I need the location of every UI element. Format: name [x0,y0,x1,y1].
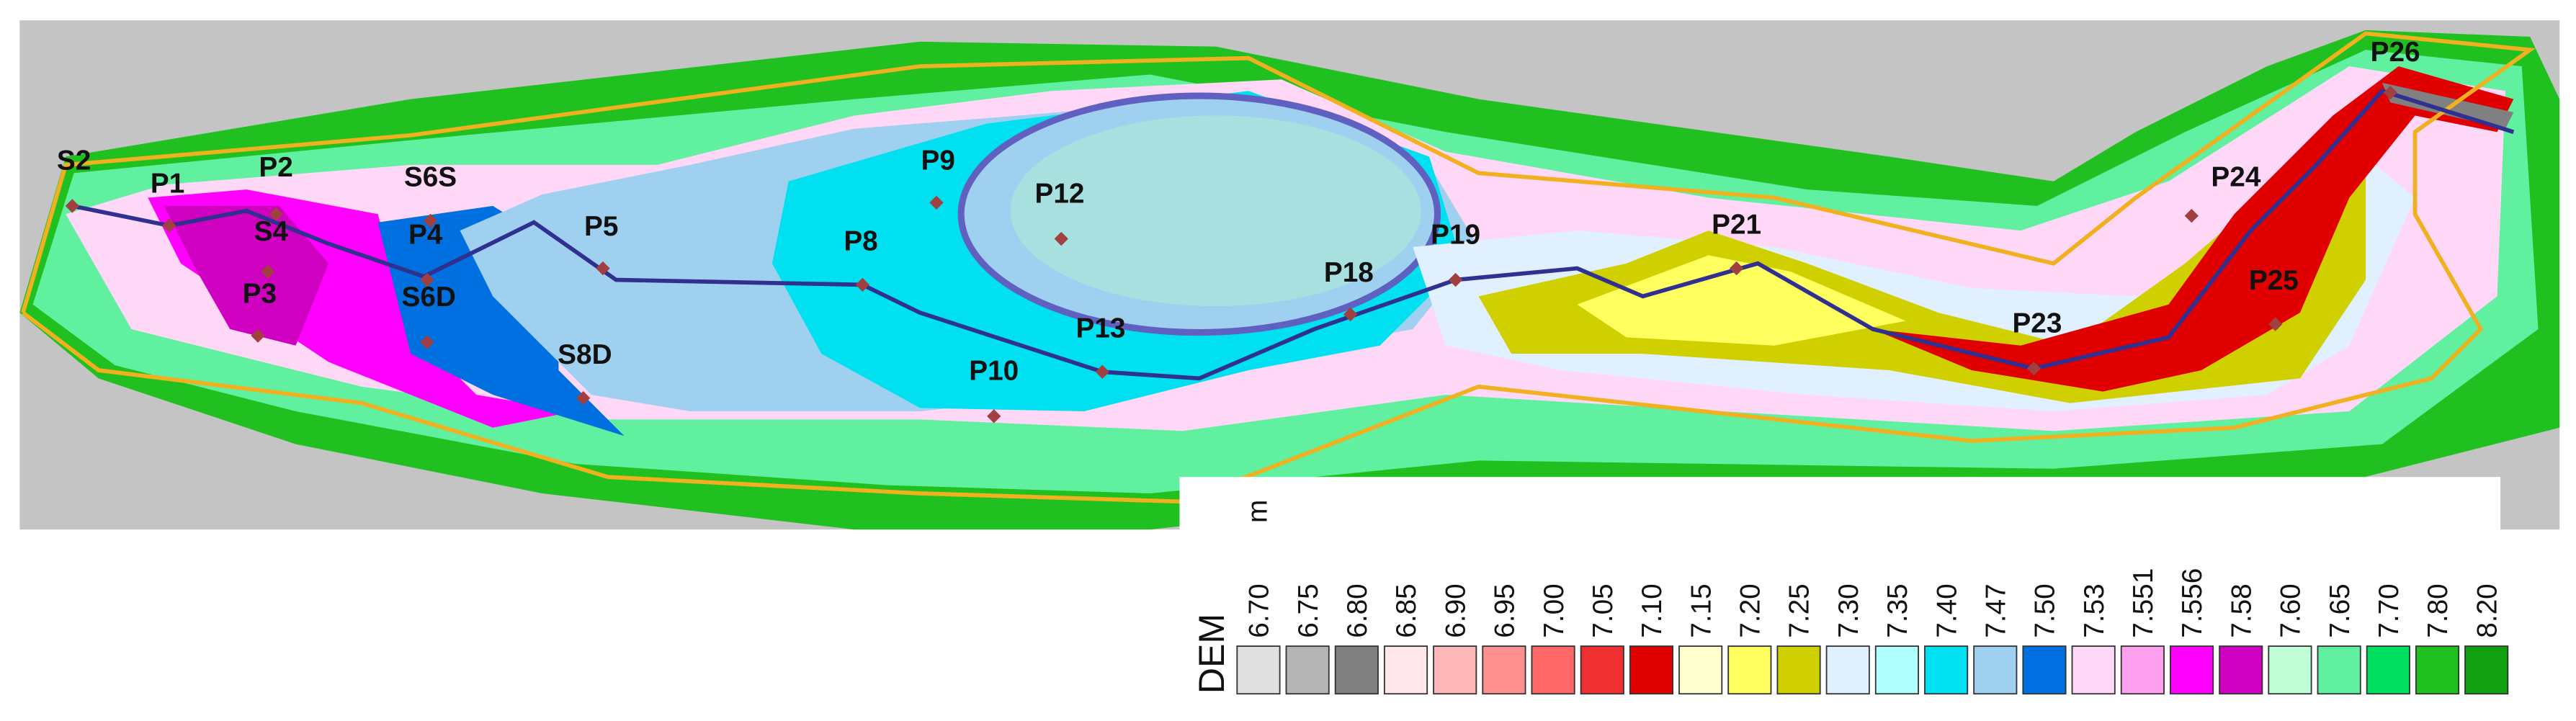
region [377,205,625,436]
legend-swatch [1727,645,1772,695]
legend-label: 7.556 [2177,568,2208,638]
legend-swatch [1678,645,1723,695]
legend-swatch [2170,645,2214,695]
legend-label: 7.80 [2423,583,2454,637]
legend-label: 7.00 [1539,583,1570,637]
legend-label: 7.15 [1686,583,1717,637]
legend-label: 8.20 [2472,583,2503,637]
legend-label: 6.85 [1391,583,1422,637]
boundary [21,31,2536,504]
legend-swatch [1874,645,1919,695]
legend-swatch [2120,645,2165,695]
point-label: S6S [404,162,457,193]
legend-swatch [2219,645,2263,695]
point-label: S6D [402,282,456,313]
legend-label: 7.50 [2030,583,2061,637]
legend-label: 7.35 [1882,583,1913,637]
region [164,205,329,346]
legend-label: 7.60 [2276,583,2307,637]
legend: 6.70 6.75 6.80 6.85 6.90 6.95 7.00 7.05 7.10 7.15… [1236,568,2509,695]
legend-swatch [2366,645,2410,695]
legend-label: 7.40 [1931,583,1962,637]
legend-swatch [1334,645,1379,695]
point-label: S4 [254,216,289,247]
legend-swatch [2268,645,2312,695]
region [2382,82,2514,129]
legend-label: 7.58 [2226,583,2257,637]
legend-swatch [1482,645,1526,695]
island-inner [1010,115,1421,307]
point-label: P2 [259,152,292,183]
point-label: P24 [2211,162,2260,193]
legend-swatch [2071,645,2116,695]
legend-label: 7.551 [2128,568,2159,638]
point-label: P19 [1431,219,1480,250]
point-label: S2 [57,145,91,176]
legend-swatch [1973,645,2018,695]
legend-swatch [1531,645,1575,695]
transect [71,88,2515,381]
point-marker [261,264,275,279]
legend-swatch [2317,645,2361,695]
legend-label: 6.95 [1490,583,1521,637]
legend-label: 7.30 [1833,583,1864,637]
point-marker [269,207,283,221]
legend-title: DEM [1191,614,1232,694]
dem-surface [19,30,2560,530]
legend-swatch [1236,645,1281,695]
legend-label: 7.53 [2079,583,2110,637]
legend-label: 7.47 [1980,583,2011,637]
point-label: P9 [921,145,955,176]
point-label: P1 [151,169,184,200]
legend-swatch [2022,645,2067,695]
legend-swatch [1629,645,1674,695]
point-label: P13 [1076,313,1126,344]
point-marker [251,328,265,343]
legend-swatch [1825,645,1870,695]
point-label: P12 [1035,178,1085,209]
legend-swatch [1285,645,1330,695]
legend-label: 7.10 [1637,583,1668,637]
legend-label: 6.75 [1293,583,1324,637]
legend-label: 7.25 [1784,583,1815,637]
legend-swatch [2415,645,2460,695]
point-label: P8 [844,225,877,256]
legend-unit: m [1242,500,1273,523]
point-label: P18 [1324,257,1374,288]
legend-label: 7.05 [1588,583,1619,637]
point-label: P26 [2371,37,2420,68]
legend-label: 7.20 [1735,583,1766,637]
legend-swatch [1580,645,1624,695]
legend-swatch [1776,645,1821,695]
point-label: P25 [2249,265,2299,296]
legend-label: 6.90 [1440,583,1471,637]
point-label: P4 [408,219,443,250]
point-marker [162,218,176,233]
legend-label: 6.70 [1244,583,1275,637]
point-label: P3 [243,278,277,309]
point-label: P23 [2012,308,2062,339]
point-marker [65,199,80,213]
legend-swatch [1383,645,1428,695]
legend-label: 7.65 [2325,583,2356,637]
point-label: P10 [969,356,1019,387]
point-label: S8D [558,339,612,370]
legend-label: 6.80 [1342,583,1373,637]
legend-label: 7.70 [2374,583,2405,637]
legend-swatch [2464,645,2509,695]
legend-swatch [1433,645,1477,695]
legend-swatch [1924,645,1969,695]
point-label: P21 [1712,210,1761,241]
point-label: P5 [584,211,618,242]
region [1872,66,2514,392]
region [1577,255,1906,346]
